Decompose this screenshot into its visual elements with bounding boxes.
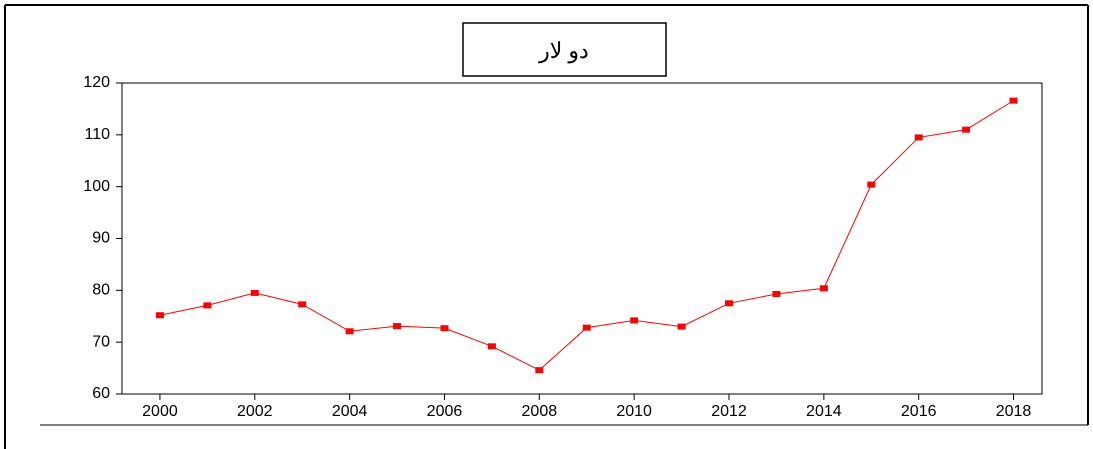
data-point <box>298 301 307 308</box>
x-tick-label: 2010 <box>616 403 652 420</box>
data-point <box>772 290 781 297</box>
x-tick-label: 2000 <box>142 403 178 420</box>
x-tick-label: 2004 <box>332 403 368 420</box>
data-point <box>725 300 734 307</box>
x-tick-label: 2012 <box>711 403 747 420</box>
x-tick-label: 2018 <box>996 403 1032 420</box>
x-tick-label: 2014 <box>806 403 842 420</box>
data-point <box>487 343 496 350</box>
data-point <box>155 312 164 319</box>
data-point <box>535 367 544 374</box>
x-tick-label: 2016 <box>901 403 937 420</box>
data-point <box>582 324 591 331</box>
data-point <box>962 126 971 133</box>
y-tick-label: 70 <box>92 333 110 350</box>
x-tick-label: 2002 <box>237 403 273 420</box>
data-point <box>203 302 212 309</box>
data-point <box>819 285 828 292</box>
data-point <box>345 328 354 335</box>
data-point <box>677 323 686 330</box>
chart-title: دو لار <box>538 38 589 64</box>
data-point <box>440 325 449 332</box>
data-point <box>630 317 639 324</box>
y-tick-label: 120 <box>83 74 110 91</box>
y-tick-label: 80 <box>92 282 110 299</box>
y-tick-label: 90 <box>92 230 110 247</box>
data-point <box>393 323 402 330</box>
title-box <box>462 22 667 77</box>
y-tick-label: 60 <box>92 385 110 402</box>
data-point <box>914 134 923 141</box>
y-tick-label: 100 <box>83 178 110 195</box>
data-point <box>250 289 259 296</box>
data-point <box>1009 97 1018 104</box>
y-tick-label: 110 <box>84 126 110 143</box>
x-tick-label: 2008 <box>522 403 558 420</box>
plot-area <box>121 82 1043 395</box>
data-point <box>867 181 876 188</box>
x-tick-label: 2006 <box>427 403 463 420</box>
